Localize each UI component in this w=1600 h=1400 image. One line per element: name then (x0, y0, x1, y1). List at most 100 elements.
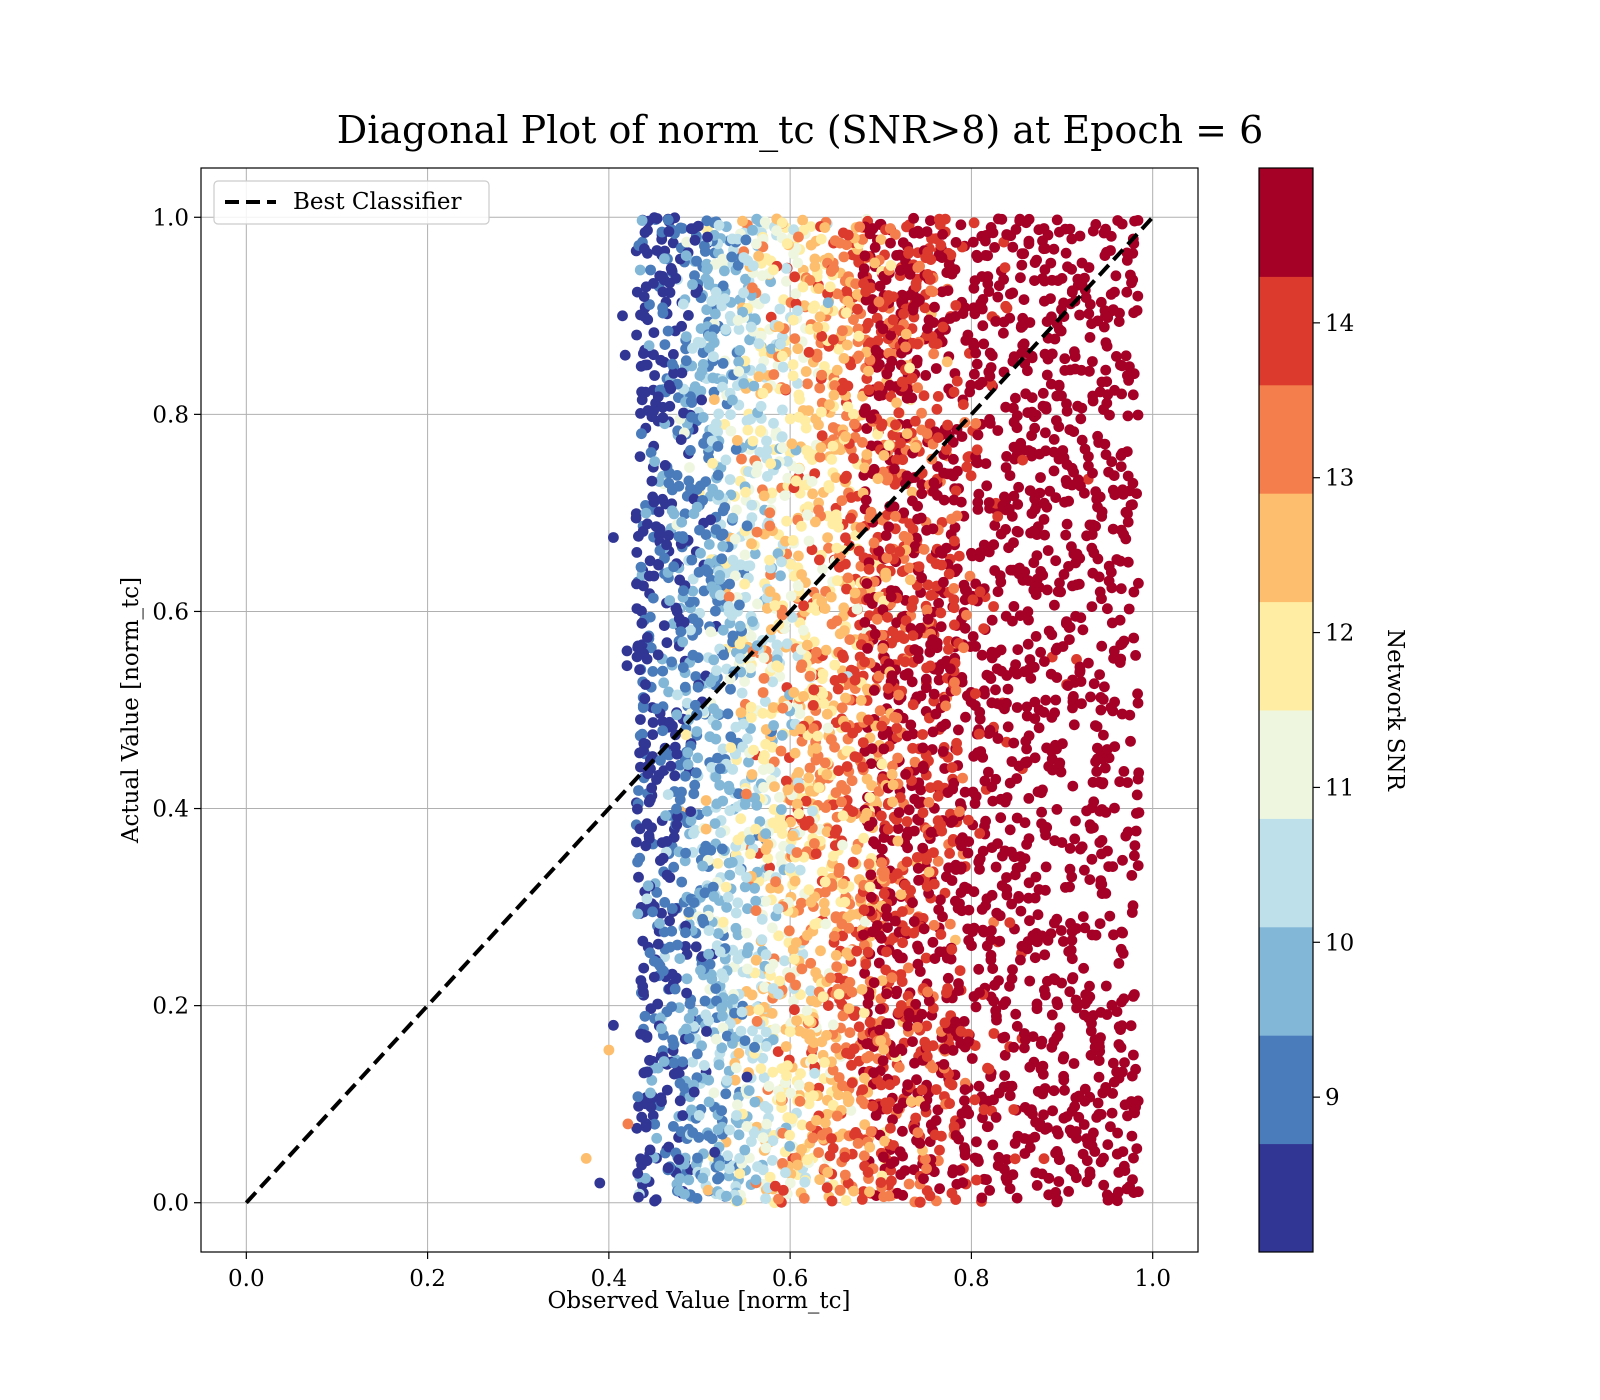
scatter-point (685, 806, 697, 817)
scatter-point (944, 918, 956, 930)
scatter-point (946, 944, 958, 955)
scatter-point (909, 1057, 920, 1069)
scatter-point (724, 869, 736, 881)
scatter-point (921, 1051, 933, 1062)
scatter-point (700, 273, 712, 285)
scatter-point (826, 1133, 837, 1144)
scatter-point (798, 1192, 810, 1204)
scatter-point (1024, 1061, 1036, 1073)
scatter-point (1078, 962, 1089, 974)
scatter-point (636, 1111, 648, 1123)
scatter-point (837, 1080, 848, 1092)
scatter-point (809, 918, 821, 930)
scatter-point (871, 361, 883, 373)
scatter-point (712, 1124, 724, 1135)
scatter-point (986, 350, 998, 361)
scatter-point (842, 295, 854, 307)
scatter-point (978, 623, 990, 634)
scatter-point (1023, 235, 1035, 247)
scatter-point (960, 711, 971, 723)
scatter-point (1050, 1147, 1061, 1159)
scatter-point (851, 603, 863, 615)
scatter-point (914, 1196, 926, 1208)
scatter-point (988, 1094, 999, 1106)
scatter-point (769, 600, 781, 611)
scatter-point (909, 825, 920, 837)
scatter-point (845, 1105, 857, 1116)
scatter-point (746, 499, 758, 511)
scatter-point (1038, 514, 1050, 525)
scatter-point (784, 1177, 796, 1189)
scatter-point (1100, 364, 1112, 376)
scatter-point (1128, 1049, 1139, 1061)
scatter-point (632, 856, 643, 868)
scatter-point (908, 227, 920, 239)
scatter-point (906, 676, 918, 688)
scatter-point (814, 1174, 826, 1185)
scatter-point (764, 963, 776, 975)
scatter-point (659, 897, 671, 908)
scatter-point (680, 770, 691, 782)
scatter-point (675, 626, 687, 637)
scatter-point (1112, 1195, 1123, 1207)
scatter-point (828, 263, 840, 274)
scatter-point (1078, 1119, 1090, 1130)
scatter-point (734, 1168, 746, 1179)
scatter-point (664, 716, 675, 728)
scatter-point (661, 637, 673, 649)
scatter-point (751, 526, 763, 538)
scatter-point (826, 1195, 838, 1207)
scatter-point (1129, 840, 1141, 851)
scatter-point (636, 394, 648, 406)
scatter-point (717, 381, 728, 393)
scatter-point (989, 242, 1000, 253)
scatter-point (685, 483, 696, 495)
scatter-point (663, 226, 675, 237)
scatter-point (664, 277, 675, 289)
scatter-point (913, 874, 924, 886)
scatter-point (638, 1067, 650, 1079)
scatter-point (1124, 709, 1136, 721)
scatter-point (937, 746, 949, 757)
scatter-point (971, 1136, 982, 1148)
scatter-point (1004, 980, 1015, 992)
scatter-point (710, 733, 722, 745)
scatter-point (1091, 766, 1103, 777)
scatter-point (928, 919, 940, 931)
scatter-point (747, 1025, 758, 1037)
scatter-point (838, 251, 850, 263)
scatter-point (881, 946, 892, 958)
scatter-point (967, 236, 979, 248)
scatter-point (1029, 696, 1041, 708)
scatter-point (863, 384, 875, 396)
scatter-point (866, 780, 877, 791)
scatter-point (733, 356, 745, 368)
scatter-point (643, 796, 655, 808)
scatter-point (713, 408, 725, 420)
scatter-point (639, 693, 651, 705)
scatter-point (760, 738, 772, 750)
scatter-point (716, 1002, 728, 1014)
scatter-point (727, 993, 739, 1005)
scatter-point (948, 602, 960, 614)
scatter-point (710, 605, 721, 617)
scatter-point (644, 555, 656, 567)
scatter-point (1039, 275, 1050, 287)
scatter-point (687, 585, 699, 597)
scatter-point (945, 953, 957, 965)
scatter-point (1099, 438, 1111, 450)
scatter-point (696, 394, 707, 406)
scatter-point (784, 862, 796, 874)
scatter-point (984, 1185, 995, 1196)
scatter-point (1129, 215, 1140, 227)
scatter-point (784, 1129, 796, 1141)
scatter-point (983, 766, 994, 778)
scatter-point (872, 335, 884, 347)
scatter-point (764, 554, 775, 566)
scatter-point (1075, 413, 1087, 425)
scatter-point (836, 672, 848, 684)
scatter-point (673, 613, 685, 624)
scatter-point (912, 1021, 923, 1033)
scatter-point (868, 537, 880, 549)
scatter-point (863, 714, 874, 726)
